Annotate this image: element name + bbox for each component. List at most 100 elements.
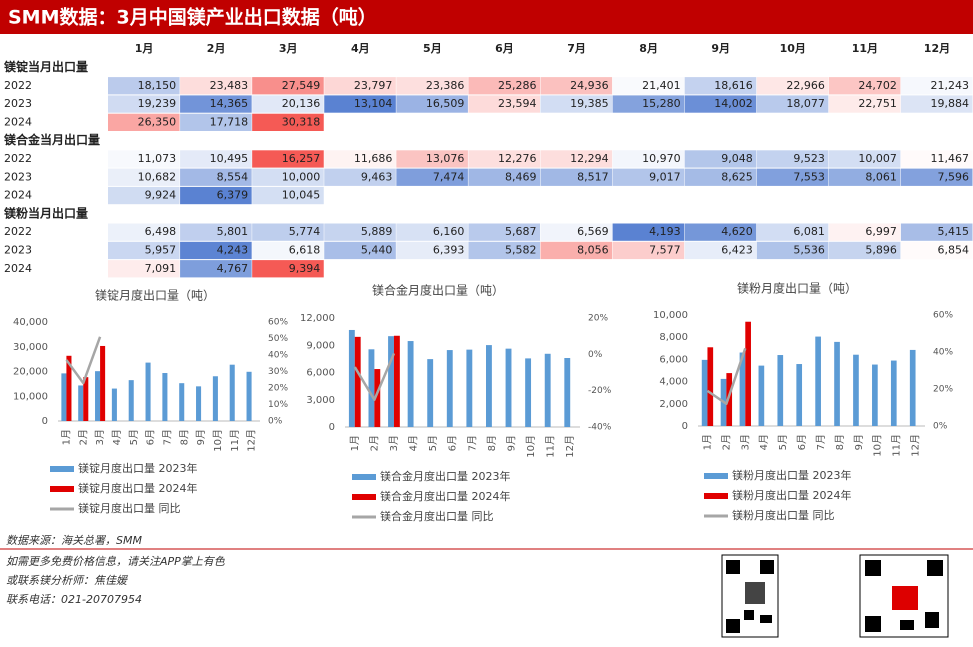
bar (100, 345, 106, 421)
heat-cell (900, 223, 973, 241)
bar (446, 350, 453, 427)
bar (388, 336, 394, 427)
cell-value: 21,401 (642, 79, 681, 92)
chart-title: 镁粉月度出口量（吨） (737, 281, 857, 296)
cell-value: 18,077 (786, 97, 825, 110)
cell-value: 9,048 (721, 152, 753, 165)
cell-value: 10,000 (282, 170, 321, 183)
bar (66, 355, 72, 421)
cell-value: 6,160 (433, 225, 465, 238)
qr-code (859, 554, 949, 638)
heat-cell (540, 95, 613, 113)
y-tick-label: 3,000 (306, 395, 335, 406)
x-tick-label: 12月 (564, 435, 576, 458)
cell-value: 5,957 (145, 243, 177, 256)
legend-swatch (50, 466, 74, 472)
heat-cell (180, 223, 252, 241)
heat-cell (540, 77, 613, 95)
yoy-line (65, 336, 102, 385)
x-tick-label: 7月 (466, 435, 478, 451)
heat-cell (684, 168, 757, 186)
heat-cell (252, 260, 324, 278)
x-tick-label: 1月 (701, 434, 713, 450)
column-header: 4月 (351, 42, 370, 55)
bar (739, 352, 746, 426)
heat-cell (756, 168, 829, 186)
legend-swatch (352, 494, 376, 500)
heat-cell (756, 95, 829, 113)
y2-tick-label: 60% (268, 318, 288, 328)
heat-cell (612, 168, 685, 186)
legend-swatch (704, 473, 728, 479)
heat-cell (252, 150, 324, 168)
y-tick-label: 9,000 (306, 340, 335, 351)
heat-cell (252, 223, 324, 241)
cell-value: 23,797 (354, 79, 393, 92)
x-tick-label: 11月 (229, 429, 241, 452)
cell-value: 9,924 (145, 189, 177, 202)
cell-value: 7,577 (649, 243, 681, 256)
y2-tick-label: 60% (933, 311, 953, 321)
y-tick-label: 2,000 (659, 399, 688, 410)
column-header: 3月 (279, 42, 298, 55)
heat-cell (756, 77, 829, 95)
cell-value: 19,239 (138, 97, 177, 110)
heat-cell (396, 223, 468, 241)
cell-value: 7,553 (793, 170, 825, 183)
x-tick-label: 11月 (545, 435, 557, 458)
x-tick-label: 2月 (720, 434, 732, 450)
bar (796, 364, 803, 426)
footer-line: 联系电话：021-20707954 (6, 593, 142, 606)
bar (745, 321, 751, 426)
bar (909, 349, 916, 426)
heat-cell (540, 168, 613, 186)
heat-cell (180, 168, 252, 186)
heat-cell (828, 95, 901, 113)
x-tick-label: 11月 (891, 434, 903, 457)
qr-code (721, 554, 779, 638)
bar (707, 347, 714, 426)
heat-cell (252, 95, 324, 113)
cell-value: 9,463 (361, 170, 393, 183)
footer-line: 如需更多免费价格信息，请关注APP掌上有色 (6, 555, 226, 568)
cell-value: 6,423 (721, 243, 753, 256)
cell-value: 14,365 (210, 97, 249, 110)
cell-value: 24,702 (858, 79, 897, 92)
heat-cell (108, 241, 180, 260)
cell-value: 25,286 (498, 79, 537, 92)
x-tick-label: 9月 (195, 429, 207, 445)
heat-cell (612, 95, 685, 113)
cell-value: 4,243 (217, 243, 249, 256)
x-tick-label: 8月 (486, 435, 498, 451)
bar (83, 377, 89, 421)
x-tick-label: 3月 (739, 434, 751, 450)
y-tick-label: 12,000 (300, 313, 335, 324)
heat-cell (108, 168, 180, 186)
heat-cell (324, 95, 396, 113)
bar (466, 349, 473, 427)
legend-label: 镁合金月度出口量 2023年 (380, 469, 511, 483)
bar (890, 360, 897, 426)
legend-label: 镁锭月度出口量 2023年 (78, 461, 198, 475)
cell-value: 16,257 (282, 152, 321, 165)
bar (368, 349, 375, 427)
heat-cell (612, 223, 685, 241)
x-tick-label: 10月 (212, 429, 224, 452)
y2-tick-label: 40% (933, 348, 953, 358)
cell-value: 7,091 (145, 262, 177, 275)
row-year: 2024 (4, 189, 32, 202)
row-year: 2024 (4, 115, 32, 128)
heat-cell (684, 150, 757, 168)
heat-cell (324, 223, 396, 241)
bar (61, 373, 67, 421)
row-year: 2022 (4, 225, 32, 238)
heat-cell (396, 168, 468, 186)
bar (758, 365, 765, 426)
heat-cell (900, 77, 973, 95)
heat-cell (180, 95, 252, 113)
heat-cell (612, 150, 685, 168)
heat-cell (756, 150, 829, 168)
legend-label: 镁合金月度出口量 同比 (380, 509, 494, 523)
y-tick-label: 10,000 (653, 310, 688, 321)
